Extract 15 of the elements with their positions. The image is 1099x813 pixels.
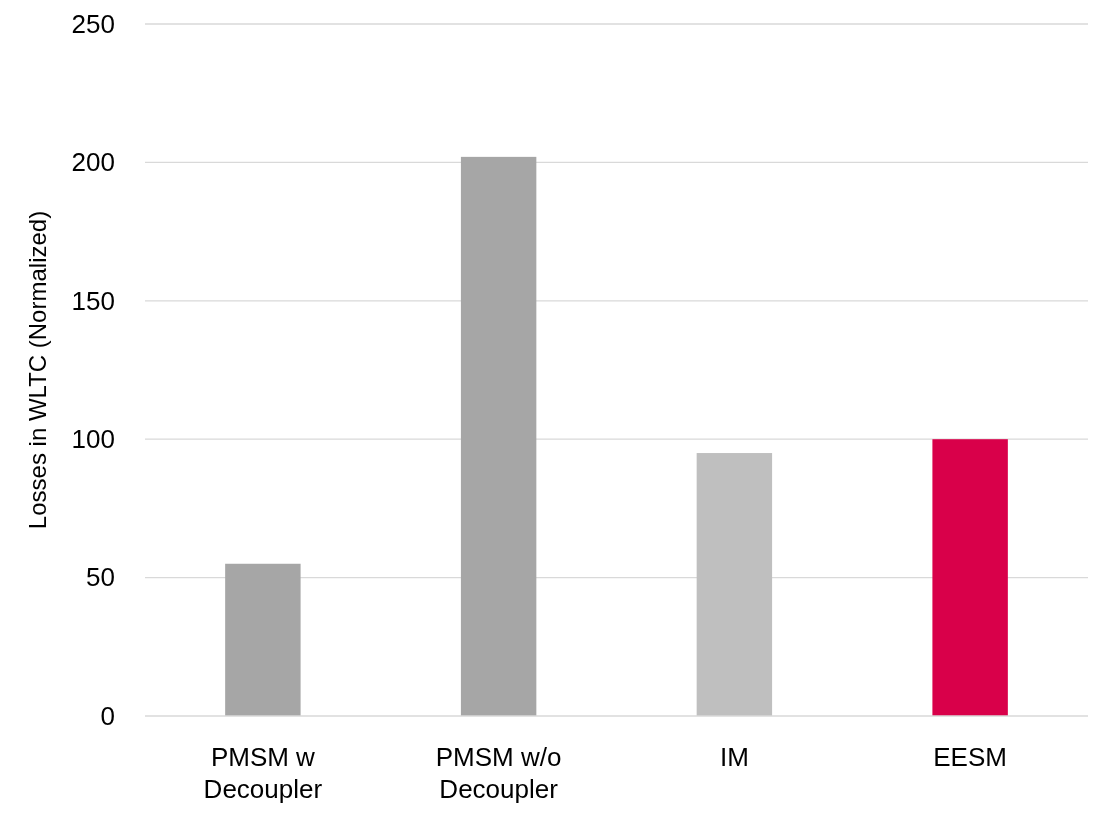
y-tick-label: 50: [86, 562, 115, 593]
x-tick-label: EESM: [933, 742, 1007, 772]
y-tick-label: 200: [71, 147, 115, 178]
bar: [932, 439, 1008, 716]
bar: [460, 156, 537, 716]
bar: [696, 453, 773, 716]
bar: [225, 563, 301, 716]
x-tick-label: PMSM w/o Decoupler: [435, 742, 562, 804]
x-tick-label: PMSM w Decoupler: [203, 742, 323, 804]
y-axis-title: Losses in WLTC (Normalized): [24, 210, 51, 530]
y-tick-label: 0: [100, 700, 115, 731]
y-tick-label: 100: [71, 424, 115, 455]
x-tick-label: IM: [719, 742, 749, 772]
y-tick-label: 150: [71, 285, 115, 316]
y-tick-label: 250: [71, 8, 115, 39]
